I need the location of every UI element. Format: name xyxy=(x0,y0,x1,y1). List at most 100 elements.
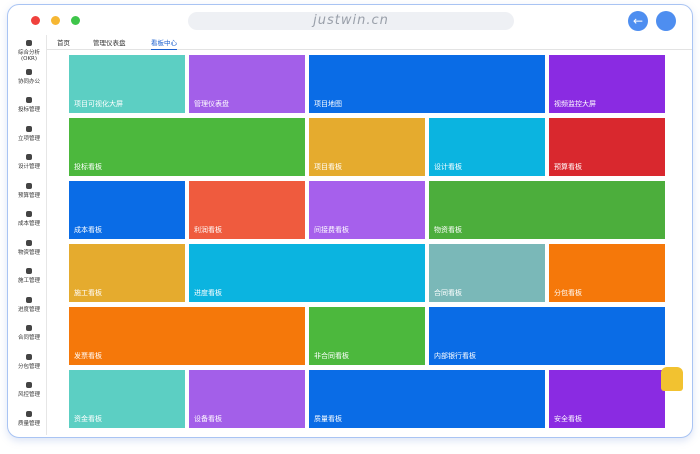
dashboard-tile[interactable]: 发票看板 xyxy=(69,307,305,365)
sidebar: 综合分析(OKR) 协同办公投标管理立项管理设计管理预算管理成本管理物资管理施工管… xyxy=(12,35,47,435)
sidebar-label: 综合分析(OKR) xyxy=(17,50,40,62)
sidebar-icon xyxy=(26,325,32,331)
dashboard-tile[interactable]: 投标看板 xyxy=(69,118,305,176)
dashboard-tile[interactable]: 分包看板 xyxy=(549,244,665,302)
dashboard-tile[interactable]: 管理仪表盘 xyxy=(189,55,305,113)
tile-label: 预算看板 xyxy=(554,163,582,171)
sidebar-label: 施工管理 xyxy=(17,278,40,284)
sidebar-icon xyxy=(26,154,32,160)
tile-label: 视频监控大屏 xyxy=(554,100,596,108)
sidebar-icon xyxy=(26,382,32,388)
dashboard-tile[interactable]: 项目看板 xyxy=(309,118,425,176)
dashboard-tile[interactable]: 间接费看板 xyxy=(309,181,425,239)
sidebar-item[interactable]: 分包管理 xyxy=(12,353,46,370)
tile-label: 项目地图 xyxy=(314,100,342,108)
tile-label: 资金看板 xyxy=(74,415,102,423)
tile-label: 质量看板 xyxy=(314,415,342,423)
dashboard-tile[interactable]: 进度看板 xyxy=(189,244,425,302)
tile-label: 进度看板 xyxy=(194,289,222,297)
dashboard-tile[interactable]: 施工看板 xyxy=(69,244,185,302)
sidebar-item[interactable]: 进度管理 xyxy=(12,296,46,313)
tab[interactable]: 管理仪表盘 xyxy=(93,39,126,47)
sidebar-label: 质量管理 xyxy=(17,420,40,427)
sidebar-item[interactable]: 质量管理 xyxy=(12,410,46,427)
sidebar-label: 协同办公 xyxy=(17,78,40,85)
tab[interactable]: 首页 xyxy=(57,39,70,47)
sidebar-item[interactable]: 预算管理 xyxy=(12,182,46,199)
dashboard-tile[interactable]: 物资看板 xyxy=(429,181,665,239)
sidebar-label: 立项管理 xyxy=(17,135,40,142)
sidebar-item[interactable]: 投标管理 xyxy=(12,97,46,113)
sidebar-item[interactable]: 综合分析(OKR) xyxy=(12,40,46,62)
dashboard-tile[interactable]: 非合同看板 xyxy=(309,307,425,365)
sidebar-label: 合同管理 xyxy=(17,335,40,341)
mascot-icon[interactable] xyxy=(661,367,683,391)
min-dot[interactable] xyxy=(51,16,60,25)
browser-window: justwin.cn ← 综合分析(OKR) 协同办公 投标管理 立项管理 设计管理 预算… xyxy=(7,4,693,438)
tab[interactable]: 看板中心 xyxy=(151,37,177,50)
sidebar-icon xyxy=(26,296,32,303)
sidebar-icon xyxy=(26,353,32,360)
dashboard-tile[interactable]: 设计看板 xyxy=(429,118,545,176)
sidebar-icon xyxy=(26,125,32,132)
tile-label: 间接费看板 xyxy=(314,226,349,234)
sidebar-icon xyxy=(26,182,32,189)
tile-label: 内部银行看板 xyxy=(434,352,476,360)
dashboard-tile[interactable]: 资金看板 xyxy=(69,370,185,428)
tile-label: 合同看板 xyxy=(434,289,462,297)
sidebar-item[interactable]: 立项管理 xyxy=(12,125,46,142)
tile-label: 投标看板 xyxy=(74,163,102,171)
dashboard-tile[interactable]: 项目可视化大屏 xyxy=(69,55,185,113)
sidebar-label: 设计管理 xyxy=(17,164,40,170)
sidebar-item[interactable]: 合同管理 xyxy=(12,325,46,341)
sidebar-item[interactable]: 物资管理 xyxy=(12,239,46,256)
sidebar-item[interactable]: 成本管理 xyxy=(12,211,46,227)
close-dot[interactable] xyxy=(31,16,40,25)
sidebar-icon xyxy=(26,40,32,46)
tile-label: 发票看板 xyxy=(74,352,102,360)
sidebar-label: 分包管理 xyxy=(17,363,40,370)
dashboard-tile[interactable]: 设备看板 xyxy=(189,370,305,428)
forward-button[interactable] xyxy=(656,11,676,31)
sidebar-icon xyxy=(26,68,32,75)
sidebar-label: 投标管理 xyxy=(17,107,40,113)
tab-bar: 首页 管理仪表盘 看板中心 xyxy=(47,35,692,50)
dashboard-tile[interactable]: 项目地图 xyxy=(309,55,545,113)
tile-label: 项目看板 xyxy=(314,163,342,171)
dashboard-tile[interactable]: 利润看板 xyxy=(189,181,305,239)
tile-label: 物资看板 xyxy=(434,226,462,234)
tile-label: 安全看板 xyxy=(554,415,582,423)
sidebar-icon xyxy=(26,211,32,217)
tile-label: 分包看板 xyxy=(554,289,582,297)
tile-label: 设备看板 xyxy=(194,415,222,423)
dashboard-tile[interactable]: 安全看板 xyxy=(549,370,665,428)
dashboard-tile[interactable]: 质量看板 xyxy=(309,370,545,428)
sidebar-item[interactable]: 协同办公 xyxy=(12,68,46,85)
tile-label: 项目可视化大屏 xyxy=(74,100,123,108)
url-bar[interactable]: justwin.cn xyxy=(188,12,514,30)
sidebar-label: 进度管理 xyxy=(17,306,40,313)
sidebar-label: 风控管理 xyxy=(17,392,40,398)
sidebar-icon xyxy=(26,97,32,103)
dashboard-tile[interactable]: 成本看板 xyxy=(69,181,185,239)
tile-label: 非合同看板 xyxy=(314,352,349,360)
sidebar-label: 物资管理 xyxy=(17,249,40,256)
dashboard-tile[interactable]: 视频监控大屏 xyxy=(549,55,665,113)
tile-label: 设计看板 xyxy=(434,163,462,171)
dashboard-tile[interactable]: 内部银行看板 xyxy=(429,307,665,365)
dashboard-tile[interactable]: 合同看板 xyxy=(429,244,545,302)
sidebar-item[interactable]: 风控管理 xyxy=(12,382,46,398)
tile-label: 施工看板 xyxy=(74,289,102,297)
tile-label: 成本看板 xyxy=(74,226,102,234)
sidebar-icon xyxy=(26,239,32,246)
sidebar-label: 成本管理 xyxy=(17,221,40,227)
sidebar-item[interactable]: 施工管理 xyxy=(12,268,46,284)
back-button[interactable]: ← xyxy=(628,11,648,31)
tile-label: 利润看板 xyxy=(194,226,222,234)
dashboard-tile[interactable]: 预算看板 xyxy=(549,118,665,176)
sidebar-icon xyxy=(26,268,32,274)
tile-label: 管理仪表盘 xyxy=(194,100,229,108)
max-dot[interactable] xyxy=(71,16,80,25)
sidebar-item[interactable]: 设计管理 xyxy=(12,154,46,170)
sidebar-label: 预算管理 xyxy=(17,192,40,199)
